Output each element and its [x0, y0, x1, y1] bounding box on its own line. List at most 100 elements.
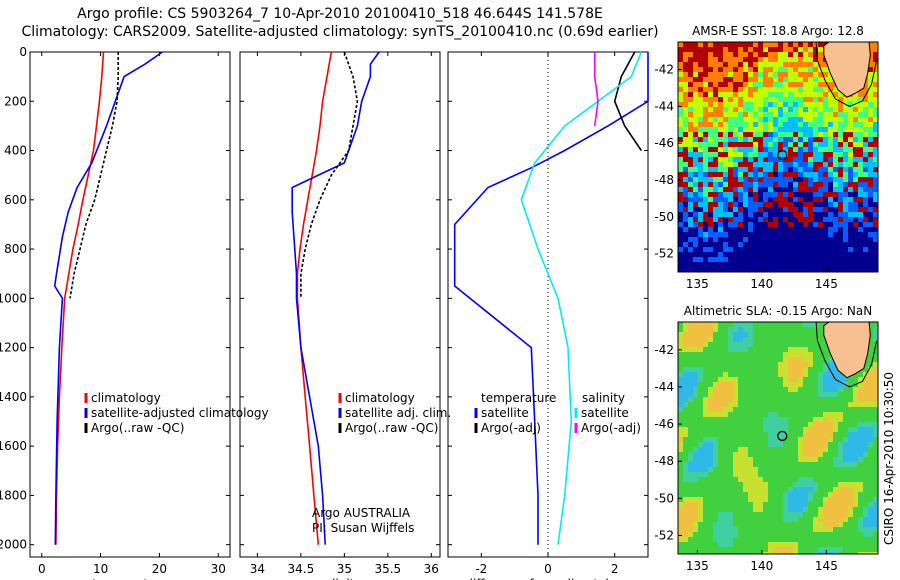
sla-map-cell [728, 497, 734, 503]
sst-map-cell [803, 122, 809, 128]
sla-map-cell [718, 342, 724, 348]
sst-map-cell [728, 212, 734, 218]
sla-map-cell [738, 442, 744, 448]
sla-map-cell [848, 432, 854, 438]
sst-map-cell [698, 247, 704, 253]
sla-map-cell [763, 477, 769, 483]
sst-map-cell [778, 82, 784, 88]
sla-map-cell [718, 462, 724, 468]
sst-map-cell [688, 142, 694, 148]
sla-map-cell [773, 322, 779, 328]
sla-map-cell [693, 442, 699, 448]
sst-map-cell [808, 192, 814, 198]
sst-map-cell [853, 172, 859, 178]
sst-map-cell [808, 157, 814, 163]
sst-map-cell [798, 72, 804, 78]
sst-map-cell [818, 232, 824, 238]
sst-map-cell [718, 192, 724, 198]
sst-map-cell [758, 212, 764, 218]
sst-map-cell [828, 152, 834, 158]
sst-map-cell [823, 157, 829, 163]
sst-map-cell [743, 267, 749, 272]
sla-map-cell [818, 527, 824, 533]
sst-map-cell [788, 67, 794, 73]
sst-map-cell [808, 72, 814, 78]
sla-map-cell [873, 477, 878, 483]
sst-map-cell [728, 97, 734, 103]
sst-map-cell [748, 92, 754, 98]
sla-map-cell [803, 537, 809, 543]
sla-map-cell [783, 407, 789, 413]
sst-map-cell [768, 217, 774, 223]
sla-map-cell [803, 472, 809, 478]
sst-map-cell [728, 57, 734, 63]
sst-map-cell [843, 227, 849, 233]
sst-map-cell [753, 112, 759, 118]
sst-map-cell [708, 202, 714, 208]
sla-map-cell [773, 492, 779, 498]
sst-map-cell [773, 122, 779, 128]
sst-map-cell [678, 257, 684, 263]
sst-map-cell [823, 77, 829, 83]
sla-map-cell [818, 552, 824, 554]
sst-map-cell [778, 222, 784, 228]
sst-map-cell [728, 167, 734, 173]
sst-map-cell [858, 152, 864, 158]
sst-map-cell [698, 222, 704, 228]
sla-map-cell [778, 357, 784, 363]
sst-map-cell [863, 122, 869, 128]
sla-map-cell [873, 397, 878, 403]
sst-map-cell [713, 232, 719, 238]
sst-map-cell [783, 117, 789, 123]
sst-map-cell [748, 87, 754, 93]
sla-map-cell [678, 472, 684, 478]
sla-map-cell [753, 382, 759, 388]
sst-map-cell [768, 192, 774, 198]
sst-map-cell [863, 192, 869, 198]
sst-map-cell [838, 222, 844, 228]
sst-map-cell [848, 232, 854, 238]
sst-map-cell [708, 137, 714, 143]
sla-map-cell [773, 512, 779, 518]
sla-map-cell [748, 367, 754, 373]
sla-map-cell [808, 497, 814, 503]
sla-map-cell [718, 382, 724, 388]
sst-map-cell [743, 122, 749, 128]
sla-map-cell [818, 372, 824, 378]
sst-map-cell [758, 242, 764, 248]
sla-map-cell [748, 512, 754, 518]
sla-map-cell [843, 407, 849, 413]
sst-map-cell [743, 142, 749, 148]
sst-map-cell [713, 72, 719, 78]
sst-map-cell [868, 77, 874, 83]
sst-map-cell [783, 157, 789, 163]
sst-map-cell [728, 247, 734, 253]
sst-map-cell [813, 167, 819, 173]
sst-map-cell [783, 257, 789, 263]
sst-map-cell [873, 72, 878, 78]
sst-map-cell [703, 132, 709, 138]
sla-map-cell [838, 537, 844, 543]
sst-map-cell [728, 47, 734, 53]
sla-map-cell [828, 362, 834, 368]
sla-map-cell [843, 467, 849, 473]
sla-map-cell [813, 487, 819, 493]
sla-map-cell [793, 327, 799, 333]
sla-map-cell [778, 377, 784, 383]
sla-map-cell [748, 542, 754, 548]
sst-map-cell [693, 112, 699, 118]
sla-map-cell [708, 362, 714, 368]
sst-map-cell [788, 52, 794, 58]
sst-map-cell [698, 72, 704, 78]
sst-map-cell [713, 52, 719, 58]
sla-map-cell [788, 532, 794, 538]
sla-map-cell [778, 422, 784, 428]
sla-map-cell [868, 537, 874, 543]
temperature-series-0 [55, 51, 105, 545]
sla-map-cell [723, 337, 729, 343]
sst-map-cell [768, 222, 774, 228]
sla-map-cell [818, 427, 824, 433]
sst-map-cell [778, 202, 784, 208]
sst-map-cell [838, 252, 844, 258]
sla-map-cell [788, 357, 794, 363]
